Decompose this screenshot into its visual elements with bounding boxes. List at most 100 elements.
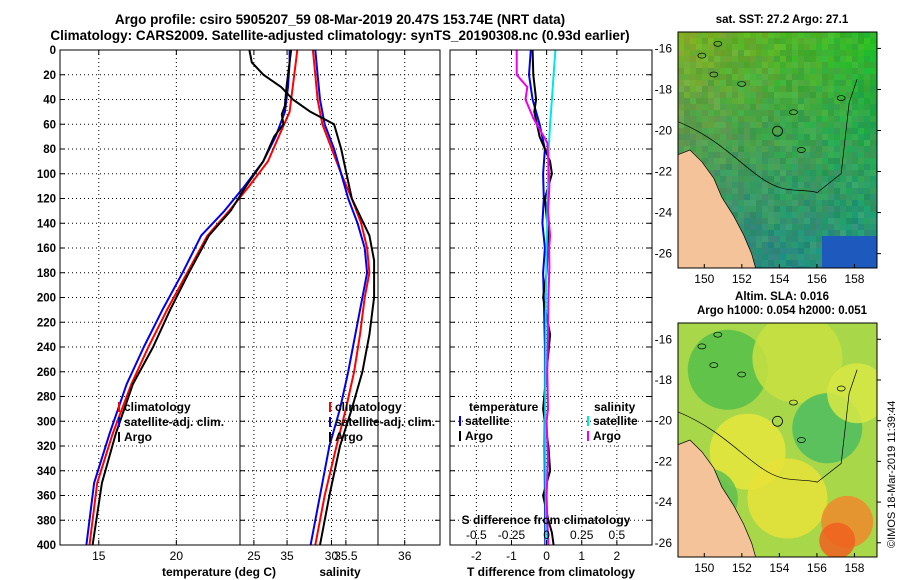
diff-top-tick-label: 0 [543, 528, 550, 542]
sal-legend-0-label: climatology [335, 400, 402, 414]
salinity-panel: 35 35.5 36 salinity climatologysatellite-adj… [239, 49, 441, 579]
sla-map-y-tick-label: -24 [655, 495, 673, 509]
diff-legend-sal-argo-label: Argo [593, 429, 621, 443]
series-salinity-satellite [544, 49, 557, 546]
sst-map-frame [677, 31, 878, 269]
diff-top-axis-label: S difference from climatology [462, 513, 631, 527]
sla-map: 150 152 154 156 158 -16 -18 -20 -22 -24 -26 [655, 322, 881, 575]
sst-map-field [678, 32, 877, 268]
sla-map-title-line1: Altim. SLA: 0.016 [735, 291, 829, 303]
sst-map-reef [697, 52, 707, 59]
y-tick-label: 80 [43, 144, 56, 156]
y-tick-label: 0 [50, 45, 56, 57]
sst-map-y-tick-label: -24 [655, 206, 673, 220]
sst-map-y-tick-label: -20 [655, 124, 673, 138]
y-tick-label: 180 [37, 268, 56, 280]
temp-legend-1-label: satellite-adj. clim. [124, 415, 224, 429]
sla-map-reef [737, 371, 747, 378]
x-axis-label: T difference from climatology [467, 565, 635, 579]
x-tick-label: 15 [92, 549, 106, 563]
sst-map-reef [713, 40, 723, 47]
diff-legend-temp-argo-label: Argo [465, 429, 493, 443]
diff-top-tick-label: -0.25 [498, 528, 526, 542]
sst-map-x-tick-label: 150 [694, 272, 714, 286]
y-tick-label: 140 [37, 218, 56, 230]
sla-map-argo-position [772, 415, 783, 427]
sla-map-title-line2: Argo h1000: 0.054 h2000: 0.051 [696, 305, 868, 317]
y-tick-label: 40 [43, 95, 56, 107]
y-tick-label: 100 [37, 169, 56, 181]
plot-title-line2: Climatology: CARS2009. Satellite-adjuste… [50, 28, 630, 43]
sla-map-x-tick-label: 156 [807, 561, 827, 575]
diff-top-tick-label: 0.25 [570, 528, 594, 542]
sla-map-reef [797, 437, 806, 443]
series-argo [91, 49, 293, 546]
sst-map-x-tick-label: 154 [769, 272, 789, 286]
sla-map-x-tick-label: 152 [732, 561, 752, 575]
diff-legend-temp-satellite-label: satellite [465, 414, 510, 428]
y-tick-label: 340 [37, 466, 56, 478]
sla-map-reef [709, 362, 719, 368]
series-salinity-argo [515, 50, 552, 546]
sst-map-x-tick-label: 156 [807, 272, 827, 286]
y-tick-label: 60 [43, 119, 56, 131]
plot-title-line1: Argo profile: csiro 5905207_59 08-Mar-20… [114, 12, 566, 27]
x-axis-label: temperature (deg C) [162, 565, 276, 579]
y-tick-label: 160 [37, 243, 56, 255]
x-axis-label: salinity [319, 565, 361, 579]
x-tick-label: 2 [614, 549, 621, 563]
sst-map-contour [678, 79, 858, 193]
sla-map-y-tick-label: -22 [655, 454, 673, 468]
sst-map-x-tick-label: 152 [732, 272, 752, 286]
sst-map-y-tick-label: -22 [655, 165, 673, 179]
sla-map-reef [697, 343, 707, 350]
x-tick-label: 30 [325, 549, 339, 563]
diff-top-tick-label: -0.5 [466, 528, 487, 542]
x-tick-label: -1 [506, 549, 517, 563]
series-temperature-argo [531, 49, 555, 546]
sla-map-y-tick-label: -18 [655, 373, 673, 387]
sla-map-contour [678, 369, 858, 483]
sla-map-field [678, 323, 877, 557]
sla-map-frame [677, 322, 878, 558]
sst-map-reef [737, 81, 747, 87]
y-tick-label: 320 [37, 441, 56, 453]
y-tick-label: 260 [37, 367, 56, 379]
sst-map-y-tick-label: -16 [655, 41, 673, 55]
sst-map-land [678, 149, 756, 268]
diff-top-tick-label: 0.5 [609, 528, 626, 542]
x-tick-label: 35 [280, 549, 294, 563]
sla-map-reef [836, 385, 846, 392]
series-climatology [88, 49, 299, 546]
series-satellite-adj-clim- [309, 49, 369, 546]
temp-legend-2-label: Argo [124, 430, 152, 444]
sst-map-y-tick-label: -26 [655, 247, 673, 261]
sst-map-reef [836, 95, 846, 101]
x-tick-label: 1 [578, 549, 585, 563]
y-tick-label: 360 [37, 491, 56, 503]
sla-map-x-tick-label: 158 [844, 561, 864, 575]
sst-map: 150 152 154 156 158 -16 -18 -20 -22 -24 -26 [655, 31, 881, 286]
sst-map-argo-position [772, 125, 783, 137]
sal-legend-1-label: satellite-adj. clim. [335, 415, 435, 429]
y-tick-label: 20 [43, 70, 56, 82]
series-argo [248, 49, 376, 546]
series-climatology [311, 49, 371, 546]
y-tick-label: 380 [37, 515, 56, 527]
x-tick-label: 35.5 [334, 549, 358, 563]
sla-map-y-tick-label: -16 [655, 332, 673, 346]
diff-legend-sal-satellite-label: satellite [593, 414, 638, 428]
sst-map-title: sat. SST: 27.2 Argo: 27.1 [715, 14, 849, 26]
x-tick-label: 36 [398, 549, 412, 563]
sla-map-reef [713, 331, 723, 338]
difference-panel: -2 -1 0 1 2 T difference from climatology temp… [449, 49, 653, 579]
x-tick-label: -2 [471, 549, 482, 563]
sla-map-y-tick-label: -20 [655, 414, 673, 428]
sal-legend-2-label: Argo [335, 430, 363, 444]
sla-map-land [678, 439, 756, 557]
temperature-panel: 15 20 25 30 temperature (deg C) 0 20 40 60 80 100 1… [37, 45, 379, 579]
sst-map-reef [709, 71, 719, 78]
y-tick-label: 280 [37, 392, 56, 404]
sla-map-reef [789, 399, 798, 406]
